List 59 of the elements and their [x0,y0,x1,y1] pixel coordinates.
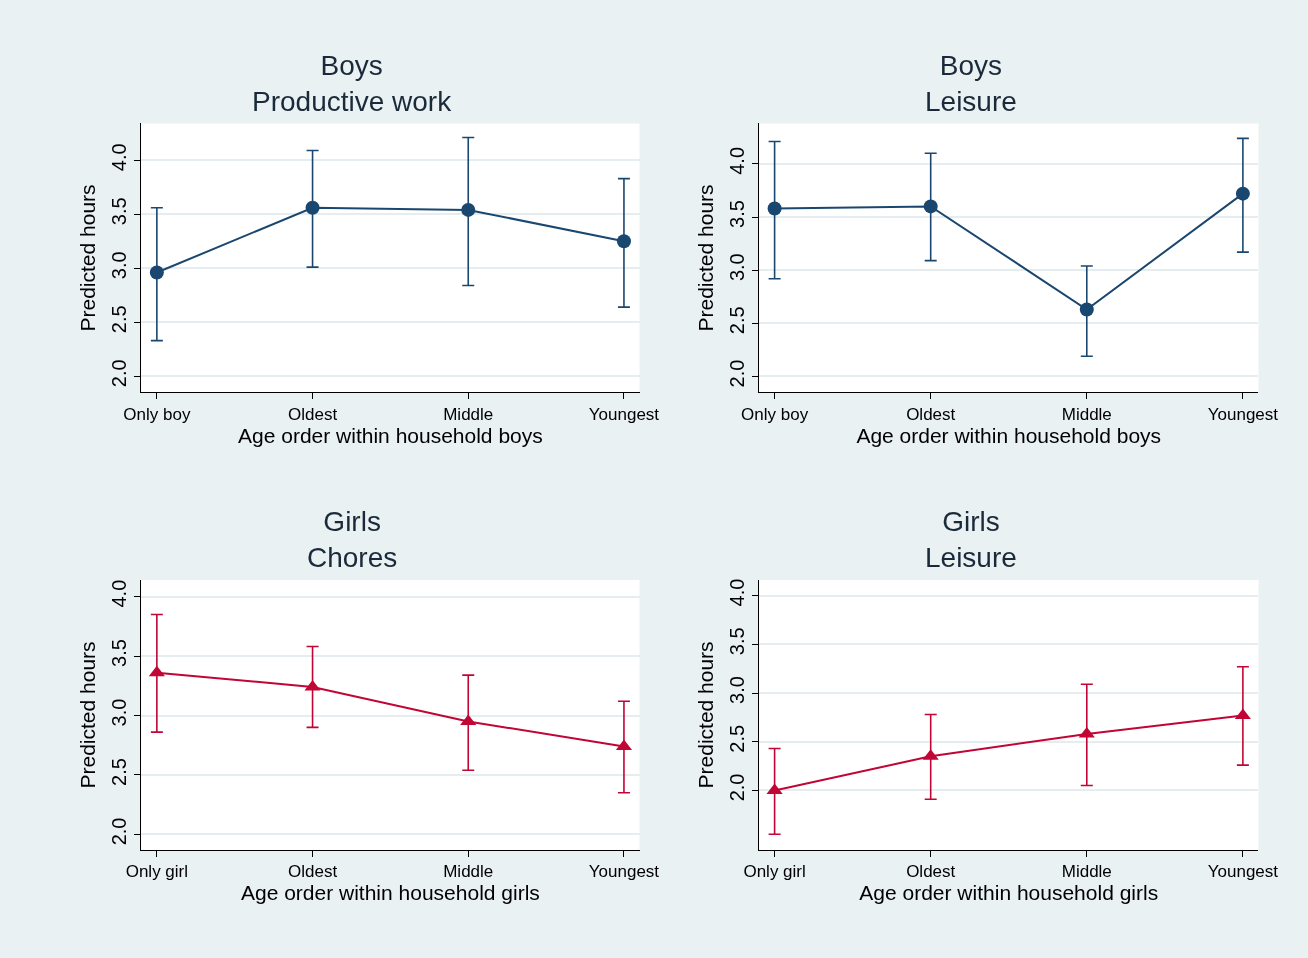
y-tick-label: 2.5 [725,306,748,335]
point [1235,186,1250,201]
y-tick-label: 3.5 [108,197,131,226]
y-tick-label: 3.5 [725,627,748,656]
x-axis-title: Age order within household girls [240,881,540,905]
y-tick-label: 4.0 [725,578,748,607]
x-tick-label: Middle [1061,862,1112,882]
x-tick-label: Only girl [743,862,806,882]
y-tick-label: 3.0 [108,251,131,280]
x-tick-label: Youngest [588,404,660,424]
x-tick-label: Youngest [588,862,660,882]
point [148,665,165,677]
point [1079,302,1094,317]
y-tick-label: 2.5 [108,305,131,334]
x-tick-label: Youngest [1207,404,1279,424]
chart-title: Girls Chores [307,505,398,573]
x-tick-label: Oldest [287,862,338,882]
y-tick-label: 4.0 [108,143,131,172]
x-tick-label: Only boy [123,404,191,424]
y-tick-label: 2.5 [725,724,748,753]
y-tick-label: 3.5 [108,639,131,667]
y-tick-label: 2.0 [108,359,131,388]
y-tick-label: 3.0 [108,698,131,727]
chart-title: Boys Productive work [252,49,453,117]
x-tick-label: Middle [443,862,494,882]
chart-title: Girls Leisure [925,505,1017,573]
x-tick-label: Only boy [741,404,809,424]
x-axis-title: Age order within household girls [859,881,1159,905]
x-tick-label: Youngest [1207,862,1279,882]
point [304,679,321,691]
x-tick-label: Oldest [906,404,956,424]
x-tick-label: Middle [443,404,494,424]
y-tick-label: 4.0 [108,579,131,608]
point [1078,726,1095,738]
point [616,234,631,249]
point [923,199,938,214]
y-tick-label: 2.0 [108,817,131,846]
chart-title: Boys Leisure [925,49,1017,117]
x-tick-label: Oldest [906,862,956,882]
x-tick-label: Oldest [287,404,338,424]
y-tick-label: 3.0 [725,253,748,282]
x-tick-label: Middle [1061,404,1112,424]
point [305,200,320,215]
point [149,265,164,280]
y-axis-title: Predicted hours [76,641,100,789]
y-tick-label: 2.5 [108,758,131,786]
x-axis-title: Age order within household boys [238,423,543,447]
point [767,201,782,216]
y-tick-label: 2.0 [725,359,748,388]
x-axis-title: Age order within household boys [856,423,1162,447]
x-tick-label: Only girl [125,862,189,882]
y-axis-title: Predicted hours [694,184,718,332]
y-axis-title: Predicted hours [76,184,100,332]
y-axis-title: Predicted hours [694,641,718,789]
y-tick-label: 3.0 [725,676,748,704]
y-tick-label: 4.0 [725,146,748,175]
point [461,202,476,217]
y-tick-label: 3.5 [725,200,748,228]
y-tick-label: 2.0 [725,773,748,802]
